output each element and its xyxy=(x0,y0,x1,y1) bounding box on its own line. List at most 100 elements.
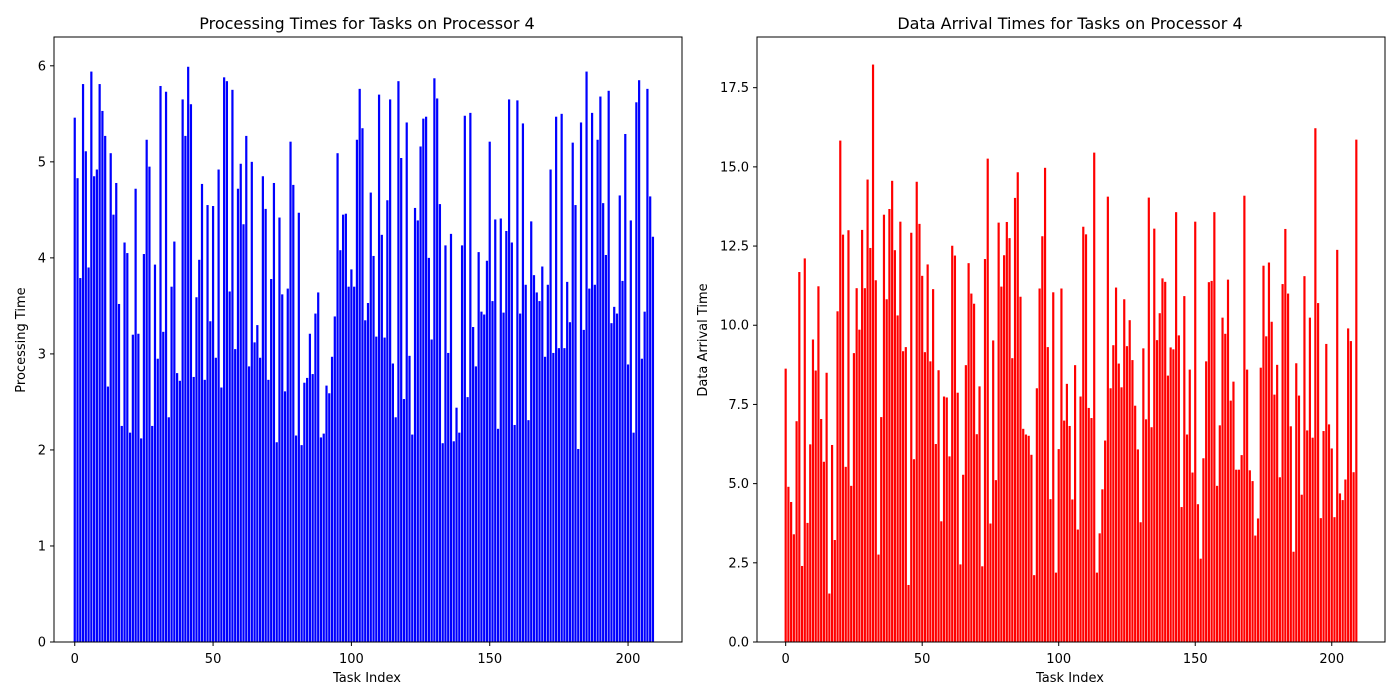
bar xyxy=(347,286,350,642)
bar xyxy=(474,366,477,642)
bar xyxy=(959,564,962,642)
bar xyxy=(200,183,204,642)
x-tick-label: 200 xyxy=(1319,652,1344,667)
bar xyxy=(123,242,126,642)
y-axis-label: Data Arrival Time xyxy=(696,283,711,396)
bar xyxy=(1144,419,1148,642)
bar xyxy=(87,267,90,642)
bar xyxy=(189,104,193,643)
bar xyxy=(863,288,866,642)
bar xyxy=(855,288,858,642)
bar xyxy=(483,314,486,642)
bar xyxy=(242,224,245,642)
bar xyxy=(377,94,381,643)
bar xyxy=(997,222,1000,642)
bar xyxy=(209,321,212,642)
bar xyxy=(1311,437,1314,642)
processing-time-chart: Processing Times for Tasks on Processor … xyxy=(14,14,683,686)
bar xyxy=(1158,313,1161,642)
chart-title: Data Arrival Times for Tasks on Processo… xyxy=(897,14,1242,33)
bar xyxy=(187,66,190,642)
bar xyxy=(989,523,992,642)
bar xyxy=(880,417,883,642)
bar xyxy=(145,139,148,642)
bar xyxy=(245,135,248,642)
bar xyxy=(1161,278,1164,642)
bar xyxy=(383,337,386,642)
bar xyxy=(444,245,447,642)
bar xyxy=(430,339,433,642)
bar xyxy=(1166,375,1170,642)
y-tick-label: 17.5 xyxy=(720,81,749,96)
bar xyxy=(1027,435,1030,642)
bar xyxy=(901,351,905,642)
bar xyxy=(325,385,328,642)
bar xyxy=(1164,281,1167,642)
bar xyxy=(1090,418,1093,642)
bar xyxy=(632,432,635,642)
bar xyxy=(104,135,107,642)
bar xyxy=(1057,449,1060,642)
bar xyxy=(452,441,455,642)
bar xyxy=(494,219,497,642)
bar xyxy=(585,71,588,642)
bar xyxy=(214,357,217,642)
bar xyxy=(912,459,916,642)
bar xyxy=(283,391,287,642)
bar xyxy=(206,205,209,642)
bar xyxy=(236,188,240,643)
bar xyxy=(1278,477,1281,642)
bar xyxy=(1084,234,1088,642)
bar xyxy=(1185,434,1189,642)
bar xyxy=(833,540,836,642)
bar xyxy=(640,358,643,642)
bar xyxy=(220,387,223,642)
y-tick-label: 5 xyxy=(38,155,46,170)
bar xyxy=(419,146,422,643)
x-axis-label: Task Index xyxy=(1035,671,1104,686)
bar xyxy=(563,348,566,642)
bar xyxy=(981,566,984,642)
bar xyxy=(195,297,198,642)
bar xyxy=(885,299,888,642)
bar xyxy=(918,223,921,642)
bar xyxy=(294,435,298,642)
bars-group xyxy=(784,64,1358,643)
bar xyxy=(618,195,621,642)
bar xyxy=(159,85,162,643)
bar xyxy=(604,254,608,643)
x-tick-label: 200 xyxy=(616,652,641,667)
bar xyxy=(1046,347,1049,642)
bar xyxy=(173,241,176,643)
bar xyxy=(877,554,880,642)
bar xyxy=(259,357,262,642)
bar xyxy=(101,110,104,642)
bar xyxy=(203,379,206,642)
bar xyxy=(951,245,954,643)
bar xyxy=(355,139,359,642)
bar xyxy=(643,311,646,642)
bar xyxy=(893,250,896,642)
bar xyxy=(795,421,798,642)
bar xyxy=(389,99,392,643)
bar xyxy=(910,232,913,642)
bar xyxy=(358,88,361,643)
bar xyxy=(292,184,295,642)
bar xyxy=(391,363,394,642)
bar xyxy=(915,181,918,642)
bar xyxy=(339,250,342,642)
bar xyxy=(828,593,831,642)
bars-group xyxy=(73,66,655,643)
bar xyxy=(792,534,795,642)
bar xyxy=(1106,196,1109,642)
bar xyxy=(319,437,323,642)
bar xyxy=(806,522,809,642)
bar xyxy=(488,141,491,643)
bar xyxy=(507,99,511,643)
bar xyxy=(184,135,187,642)
bar xyxy=(907,584,910,642)
bar xyxy=(1251,481,1254,642)
bar xyxy=(1319,518,1322,642)
bar xyxy=(970,293,973,642)
